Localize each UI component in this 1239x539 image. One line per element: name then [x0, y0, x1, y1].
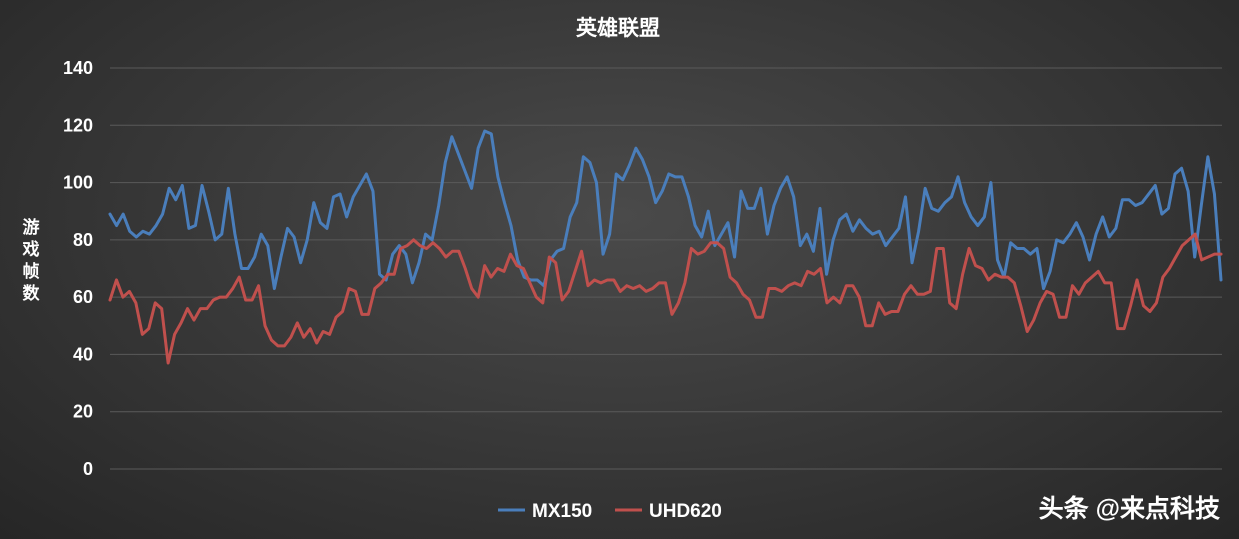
y-tick-label: 100	[63, 173, 93, 193]
y-tick-label: 120	[63, 115, 93, 135]
legend-label-uhd620: UHD620	[649, 501, 722, 522]
y-tick-label: 60	[73, 287, 93, 307]
legend: MX150 UHD620	[498, 501, 722, 522]
gridlines	[110, 67, 1222, 470]
series-line-uhd620	[108, 232, 1223, 365]
y-axis-ticks: 0 20 40 60 80 100 120 140	[63, 58, 93, 479]
y-tick-label: 20	[73, 402, 93, 422]
y-tick-label: 40	[73, 344, 93, 364]
y-tick-label: 0	[83, 459, 93, 479]
y-tick-label: 80	[73, 230, 93, 250]
y-tick-label: 140	[63, 58, 93, 78]
y-axis-label: 游戏帧数	[22, 217, 41, 303]
chart-title: 英雄联盟	[576, 16, 660, 40]
series-line-mx150	[108, 129, 1223, 291]
legend-label-mx150: MX150	[532, 501, 592, 522]
watermark-text: 头条 @来点科技	[1039, 495, 1220, 523]
series-lines	[108, 129, 1223, 365]
